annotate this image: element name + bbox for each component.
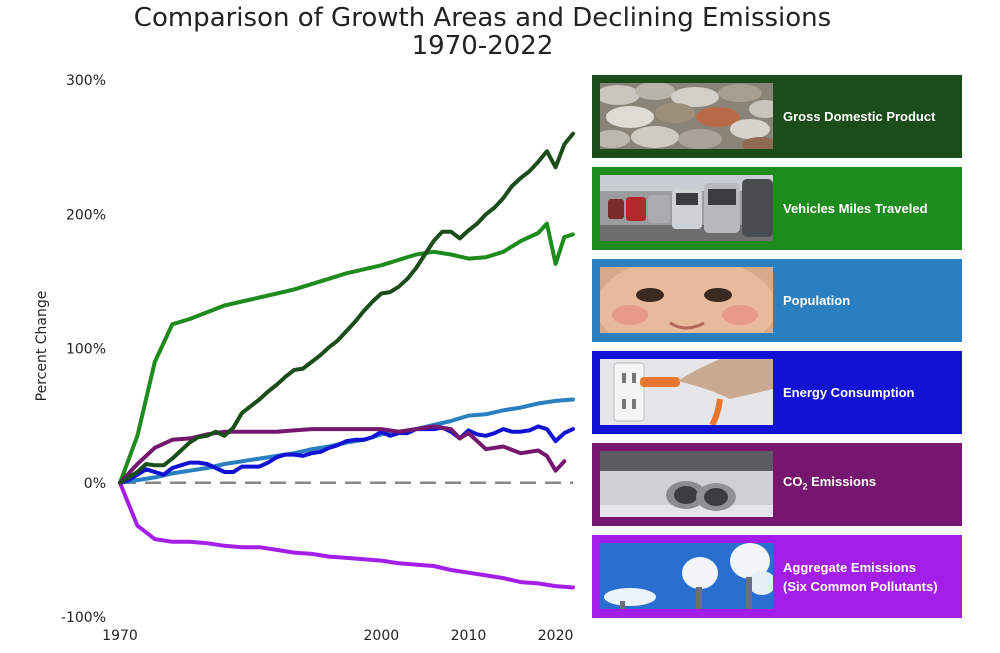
legend-label-vmt: Vehicles Miles Traveled: [783, 201, 928, 216]
series-line-5: [118, 480, 575, 590]
legend-label-co2: CO2 Emissions: [783, 474, 877, 492]
chart-subtitle: 1970-2022: [411, 31, 554, 61]
series-line-1: [118, 221, 575, 485]
y-axis-label: Percent Change: [34, 291, 50, 402]
legend-label-aggregate: Aggregate Emissions (Six Common Pollutan…: [783, 559, 938, 594]
smokestacks-photo: [600, 543, 773, 609]
series-line-4: [118, 424, 567, 485]
y-tick-label: 300%: [66, 73, 106, 89]
y-tick-label: 200%: [66, 207, 106, 223]
y-tick-label: 100%: [66, 342, 106, 358]
y-tick-label: 0%: [84, 476, 106, 492]
power-plug-photo: [600, 359, 773, 425]
baby-photo: [600, 267, 773, 333]
series-line-0: [118, 131, 575, 485]
y-tick-label: -100%: [61, 610, 106, 626]
legend-item-co2: CO2 Emissions: [592, 443, 962, 526]
legend-item-aggregate: Aggregate Emissions (Six Common Pollutan…: [592, 535, 962, 618]
x-tick-label: 2000: [364, 628, 400, 644]
chart-title: Comparison of Growth Areas and Declining…: [133, 3, 832, 33]
line-chart: -100% 0% 100% 200% 300% 1970 2000 2010 2020 Per…: [34, 73, 575, 644]
legend-item-vmt: Vehicles Miles Traveled: [592, 167, 962, 250]
traffic-photo: [600, 175, 773, 241]
legend-item-population: Population: [592, 259, 962, 342]
x-tick-label: 2020: [538, 628, 574, 644]
legend-label-energy: Energy Consumption: [783, 385, 915, 400]
x-tick-label: 2010: [451, 628, 487, 644]
exhaust-pipes-photo: [600, 451, 773, 517]
x-tick-label: 1970: [102, 628, 138, 644]
coins-photo: [600, 83, 773, 149]
legend-label-population: Population: [783, 293, 851, 308]
legend-item-energy: Energy Consumption: [592, 351, 962, 434]
legend-label-gdp: Gross Domestic Product: [783, 109, 936, 124]
legend-item-gdp: Gross Domestic Product: [592, 75, 962, 158]
series-line-3: [118, 424, 575, 485]
